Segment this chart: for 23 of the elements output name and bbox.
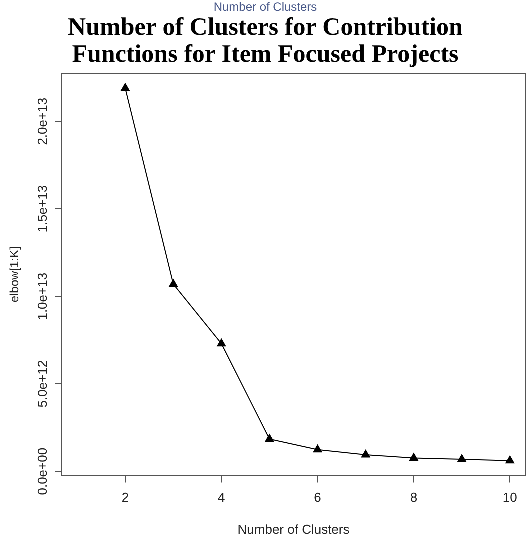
y-tick-label: 1.0e+13 — [35, 272, 50, 320]
point — [121, 83, 130, 92]
x-axis-title: Number of Clusters — [238, 522, 350, 537]
y-tick-label: 5.0e+12 — [35, 360, 50, 408]
point — [265, 434, 274, 442]
y-tick-label: 0.0e+00 — [35, 448, 50, 496]
x-tick-label: 2 — [122, 490, 130, 506]
x-tick-label: 6 — [314, 490, 322, 506]
y-tick-label: 2.0e+13 — [35, 98, 50, 146]
y-axis-title: elbow[1:K] — [8, 246, 22, 303]
x-tick-label: 10 — [502, 490, 518, 506]
y-tick-label: 1.5e+13 — [35, 185, 50, 233]
point — [361, 450, 370, 458]
point — [506, 456, 515, 464]
point — [410, 453, 418, 462]
point — [458, 454, 466, 462]
x-tick-label: 4 — [218, 490, 226, 506]
x-tick-label: 8 — [410, 490, 418, 506]
point — [217, 338, 226, 347]
point — [313, 444, 322, 453]
point — [169, 279, 178, 288]
text: Number of Clusters — [212, 0, 318, 14]
chart-title: Number of Clusters for Contribution Functions for Item Focused Projects — [67, 14, 464, 68]
